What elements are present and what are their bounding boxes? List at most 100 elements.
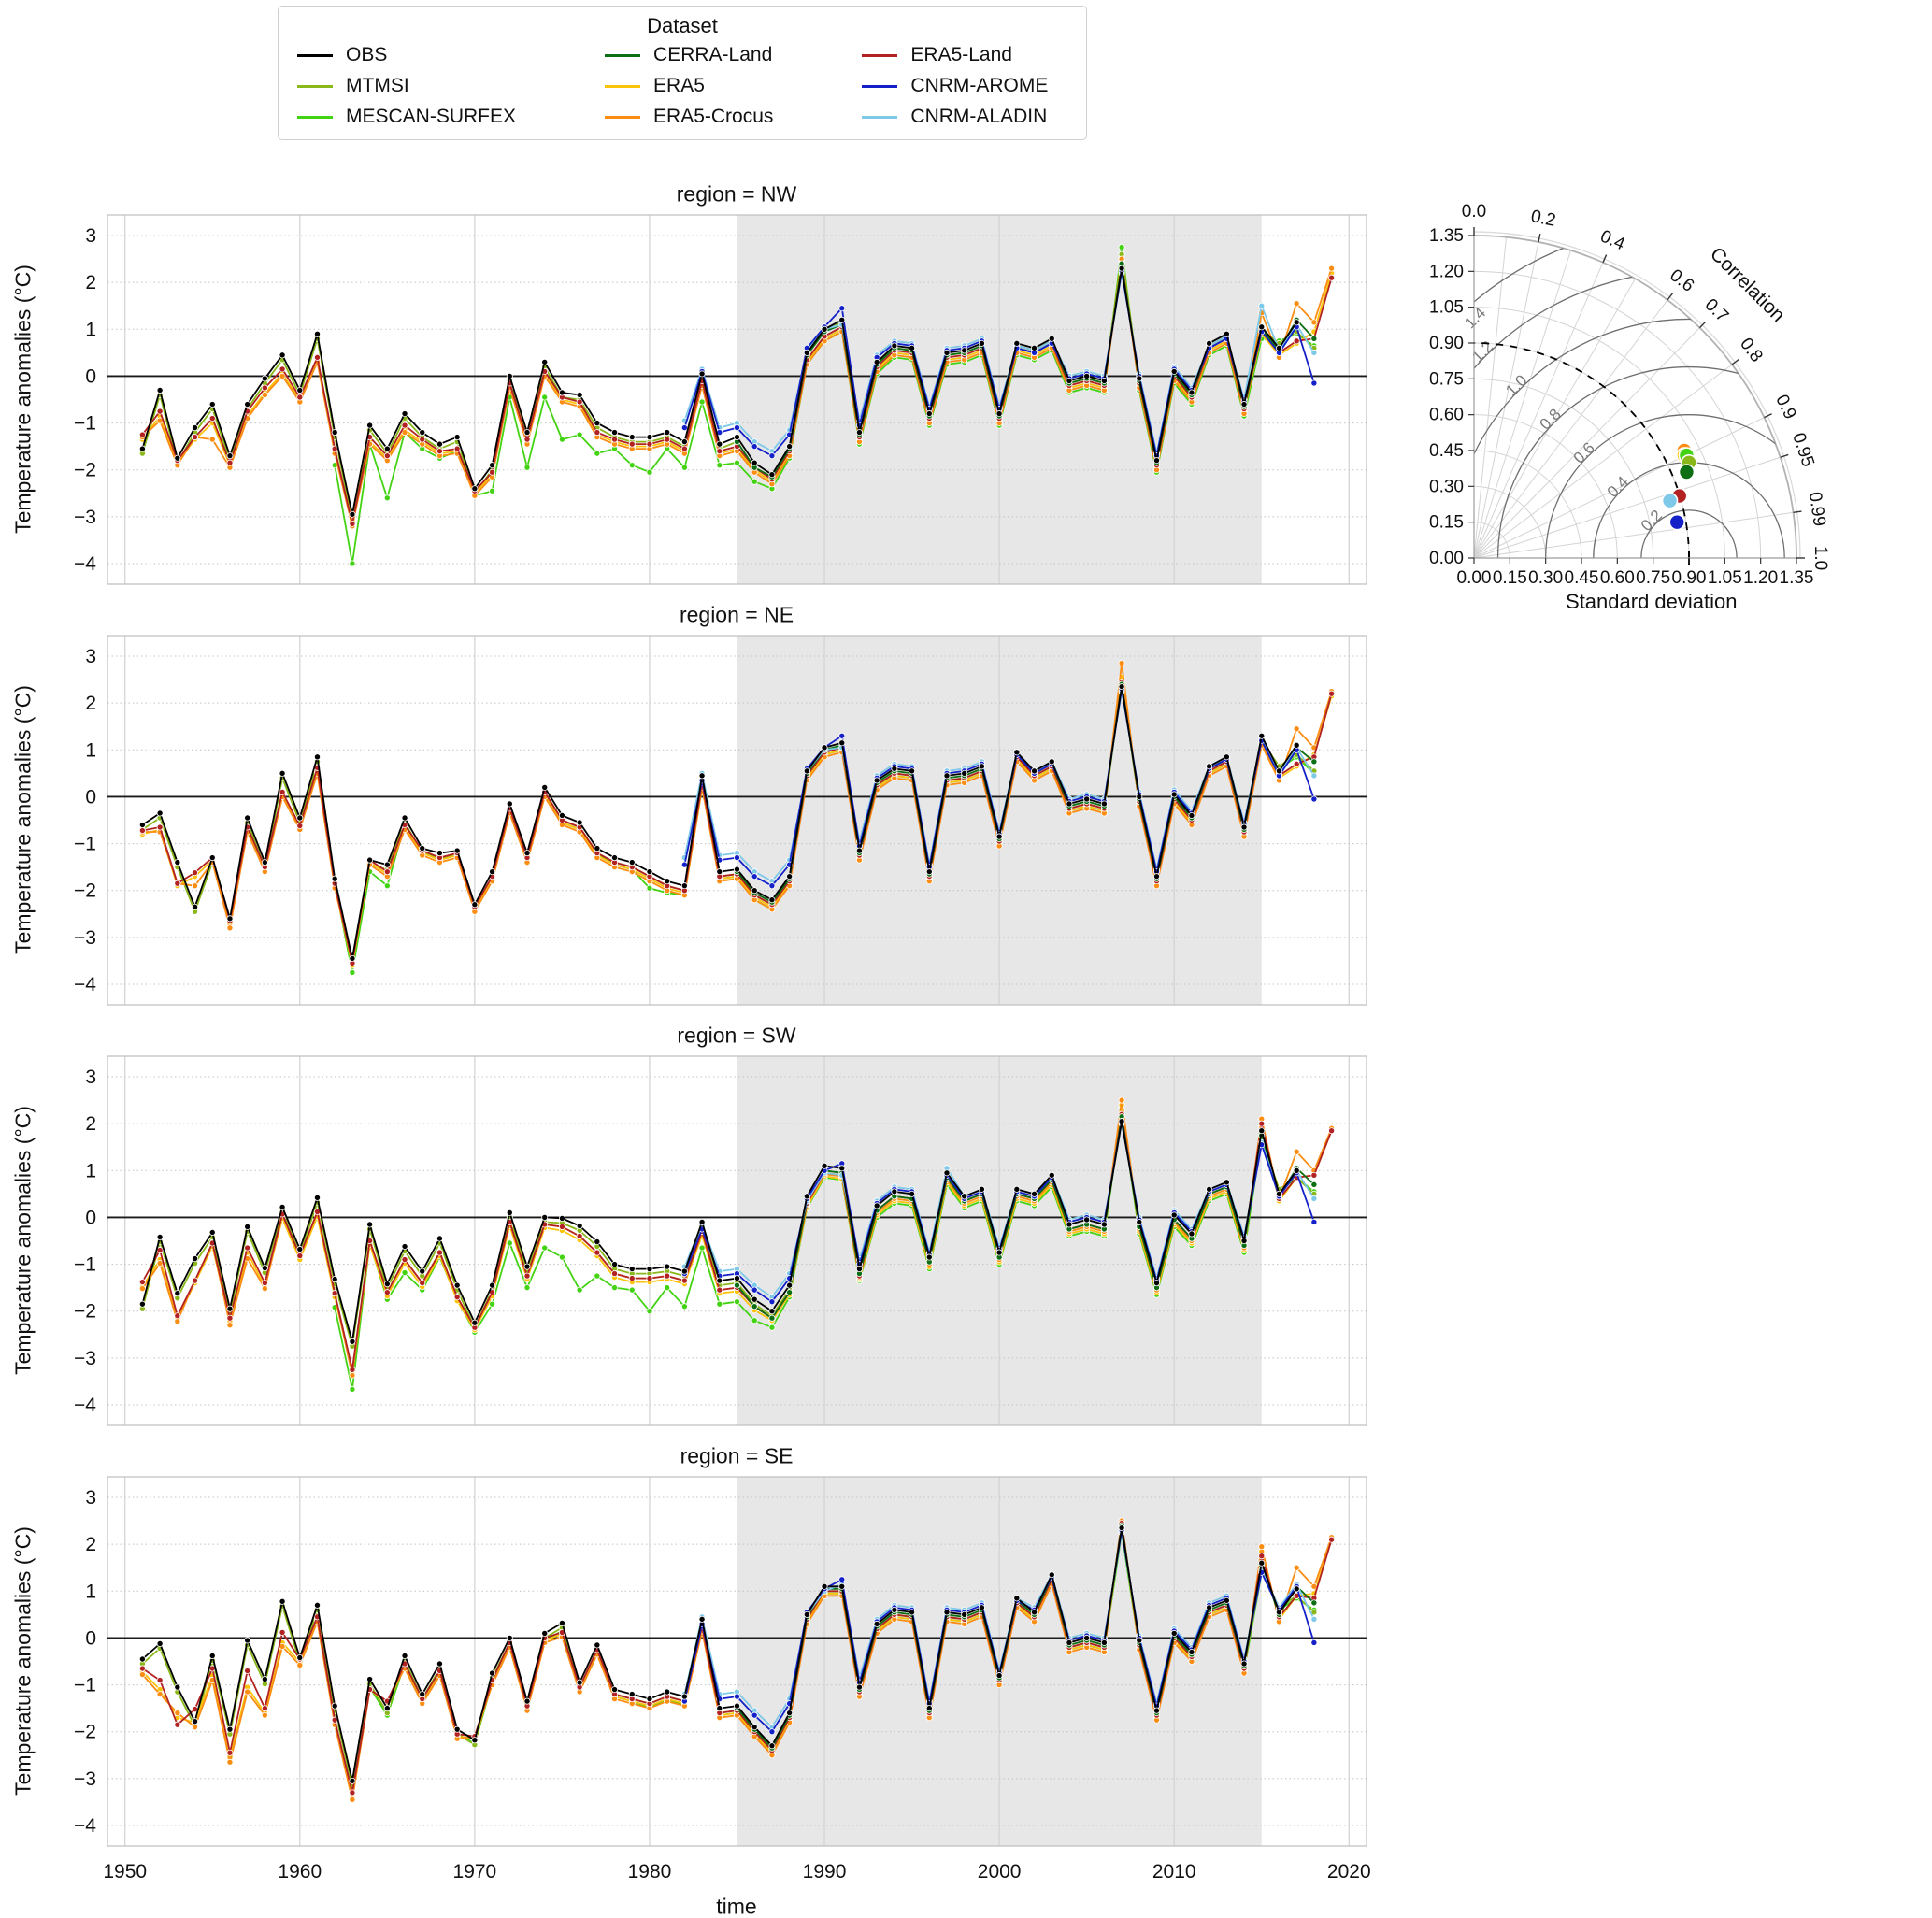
tick-label: 0.2 (1529, 207, 1557, 231)
tick-label: 0.15 (1493, 568, 1527, 588)
tick-label: 3 (85, 1487, 96, 1509)
tick-label: 0.9 (1771, 392, 1799, 422)
legend-swatch-cnrm-arome (862, 84, 898, 88)
legend-label: MTMSI (346, 75, 409, 96)
tick-label: −4 (74, 1815, 96, 1837)
tick-label: 1.4 (1461, 304, 1489, 332)
tick-label: 0.60 (1429, 406, 1464, 425)
tick-label: 1 (85, 739, 96, 761)
tick-label: 0.99 (1805, 491, 1829, 528)
tick-label: 3 (85, 225, 96, 247)
tick-label: 2 (85, 1113, 96, 1135)
timeseries-panel-SW: 3 2 1 0 −1 −2 −3 −4 (74, 1055, 1367, 1426)
legend-item-mescan-surfex: MESCAN-SURFEX (297, 106, 516, 128)
tick-label: 1 (85, 1581, 96, 1602)
tick-label: 0 (85, 1627, 96, 1649)
legend-item-era5-land: ERA5-Land (862, 44, 1048, 66)
legend-label: OBS (346, 44, 388, 65)
tick-label: 3 (85, 646, 96, 667)
legend-title: Dataset (647, 14, 718, 37)
legend-label: ERA5-Crocus (653, 106, 774, 127)
tick-label: 0.30 (1429, 477, 1464, 496)
panel-title-se: region = SE (680, 1443, 794, 1468)
tick-label: 1950 (103, 1861, 147, 1882)
legend-swatch-cerra-land (605, 53, 641, 57)
tick-label: 2010 (1152, 1861, 1196, 1882)
tick-label: 2 (85, 693, 96, 714)
legend-item-cnrm-aladin: CNRM-ALADIN (862, 106, 1048, 128)
tick-label: 1970 (453, 1861, 497, 1882)
tick-label: 0.15 (1429, 513, 1464, 533)
legend-label: MESCAN-SURFEX (346, 106, 517, 127)
legend-item-era5-crocus: ERA5-Crocus (605, 106, 773, 128)
series-OBS (138, 1118, 1300, 1345)
x-axis-label: time (716, 1894, 757, 1918)
tick-label: 0 (85, 1207, 96, 1228)
tick-label: 0.4 (1597, 227, 1628, 255)
tick-label: −3 (74, 1768, 96, 1790)
tick-label: 2020 (1327, 1861, 1371, 1882)
legend-item-cerra-land: CERRA-Land (605, 44, 773, 66)
panel-title-sw: region = SW (677, 1023, 796, 1048)
timeseries-panel-SE: 3 2 1 0 −1 −2 −3 −4 1950 1960 1970 1980 1990 2000 2010… (74, 1476, 1371, 1882)
taylor-point-cnrm-aladin (1661, 492, 1679, 509)
tick-label: 1.20 (1743, 568, 1778, 588)
tick-label: −3 (74, 507, 96, 528)
tick-label: 0.95 (1788, 430, 1818, 469)
tick-label: −4 (74, 974, 96, 995)
tick-label: 0.6 (1570, 439, 1598, 467)
tick-label: 0.6 (1666, 265, 1697, 296)
tick-label: −3 (74, 1348, 96, 1369)
tick-label: 1 (85, 1160, 96, 1181)
panel-title-nw: region = NW (676, 181, 797, 207)
tick-label: 0.45 (1565, 568, 1599, 588)
tick-label: 0.75 (1429, 369, 1464, 389)
legend-swatch-cnrm-aladin (862, 115, 898, 119)
tick-label: −2 (74, 1301, 96, 1323)
tick-label: −2 (74, 1722, 96, 1743)
tick-label: 0.45 (1429, 441, 1464, 461)
tick-label: −4 (74, 553, 96, 575)
legend-label: CERRA-Land (653, 44, 773, 65)
legend-label: ERA5-Land (910, 44, 1012, 65)
series-OBS (138, 683, 1300, 962)
tick-label: −1 (74, 413, 96, 435)
tick-label: 0.75 (1636, 568, 1670, 588)
legend-swatch-era5 (605, 84, 641, 88)
tick-label: 1.2 (1468, 337, 1496, 365)
legend-swatch-mtmsi (297, 84, 333, 88)
legend-label: ERA5 (653, 75, 705, 96)
series-OBS (138, 1524, 1300, 1784)
tick-label: 2000 (978, 1861, 1022, 1882)
tick-label: 0.00 (1429, 549, 1464, 568)
tick-label: 1.35 (1780, 568, 1814, 588)
legend-item-era5: ERA5 (605, 75, 773, 97)
tick-label: −1 (74, 1254, 96, 1276)
legend-items: OBS MTMSI MESCAN-SURFEX CERRA-Land ERA5 ERA5-… (297, 44, 1067, 128)
reference-std-arc (1473, 342, 1690, 559)
tick-label: 1990 (803, 1861, 847, 1882)
taylor-diagram-NW: 0.20.40.60.81.01.21.40.000.000.150.150.3… (1429, 202, 1830, 613)
taylor-point-cerra-land (1678, 464, 1696, 480)
tick-label: 0 (85, 365, 96, 387)
tick-label: 1.0 (1502, 371, 1530, 399)
timeseries-panel-NE: 3 2 1 0 −1 −2 −3 −4 (74, 635, 1367, 1006)
tick-label: 0.60 (1600, 568, 1635, 588)
tick-label: 1.20 (1429, 262, 1464, 281)
dataset-legend: Dataset OBS MTMSI MESCAN-SURFEX CERRA-Land E… (278, 6, 1087, 140)
legend-swatch-mescan-surfex (297, 115, 333, 119)
tick-label: 0.30 (1528, 568, 1563, 588)
tick-label: −2 (74, 460, 96, 481)
tick-label: 1 (85, 319, 96, 340)
tick-label: 1.05 (1708, 568, 1742, 588)
legend-item-obs: OBS (297, 44, 516, 66)
tick-label: 0.2 (1638, 507, 1666, 535)
tick-label: 0.00 (1457, 568, 1492, 588)
tick-label: −1 (74, 834, 96, 855)
legend-swatch-obs (297, 53, 333, 57)
legend-item-cnrm-arome: CNRM-AROME (862, 75, 1048, 97)
tick-label: 0.90 (1429, 334, 1464, 353)
std-axis-title: Standard deviation (1566, 590, 1737, 613)
tick-label: −4 (74, 1395, 96, 1416)
